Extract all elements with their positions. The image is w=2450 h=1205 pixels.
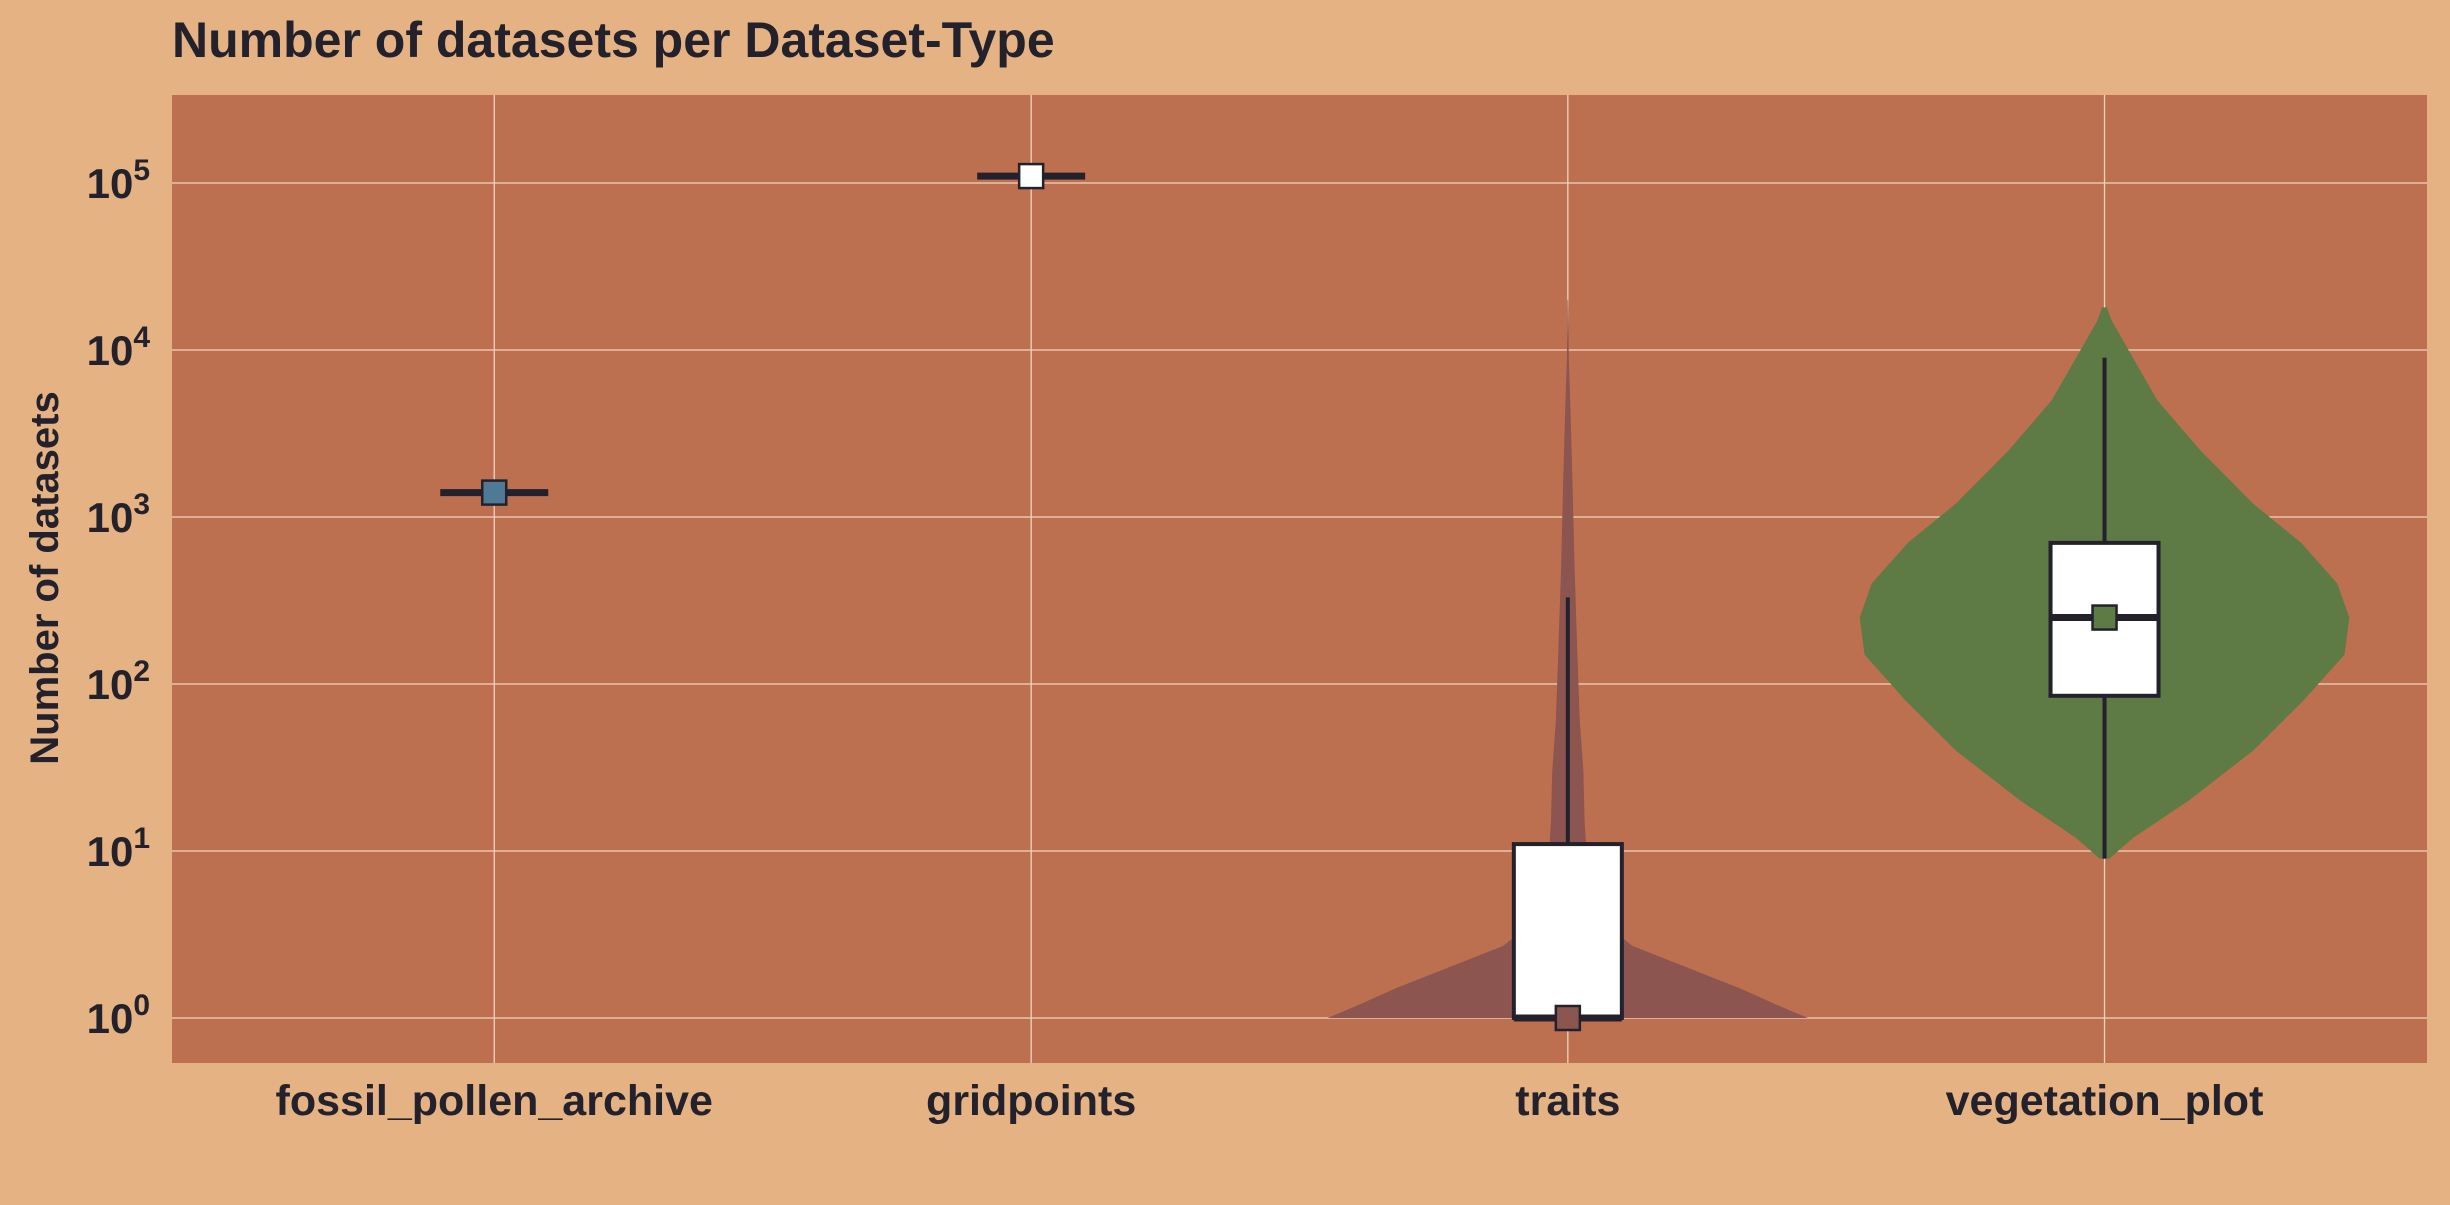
y-tick-label: 101 [87,822,150,875]
boxplot-fossil_pollen_archive [440,479,549,506]
x-tick-label: fossil_pollen_archive [276,1077,713,1125]
y-tick-exponent: 5 [133,154,150,187]
y-tick-exponent: 1 [133,822,150,855]
y-tick-exponent: 4 [133,321,150,354]
y-tick-label: 102 [87,655,150,708]
y-tick-base: 10 [87,160,134,207]
mean-marker [480,479,508,506]
chart-title: Number of datasets per Dataset-Type [172,12,1055,68]
y-tick-exponent: 2 [133,655,150,688]
y-tick-label: 104 [87,321,151,374]
boxplot-gridpoints [977,162,1086,190]
mean-marker [1017,162,1045,190]
boxplot-vegetation_plot [2048,357,2161,859]
mean-marker [1554,1004,1582,1032]
y-tick-base: 10 [87,494,134,541]
y-tick-exponent: 3 [133,488,150,521]
y-tick-base: 10 [87,995,134,1042]
x-tick-label: gridpoints [926,1077,1136,1125]
iqr-box [1511,842,1624,1020]
mean-marker [2091,604,2118,631]
y-tick-base: 10 [87,661,134,708]
x-tick-label: traits [1515,1077,1620,1125]
y-tick-label: 105 [87,154,150,207]
y-tick-base: 10 [87,327,134,374]
x-tick-label: vegetation_plot [1946,1077,2264,1125]
x-tick-labels: fossil_pollen_archive gridpoints traits veg… [276,1077,2264,1125]
y-tick-label: 103 [87,488,150,541]
y-axis-label: Number of datasets [23,391,67,764]
boxplots [440,162,2161,1032]
boxplot-traits [1511,597,1624,1032]
y-tick-exponent: 0 [133,989,150,1022]
y-tick-label: 100 [87,989,150,1042]
y-tick-base: 10 [87,828,134,875]
